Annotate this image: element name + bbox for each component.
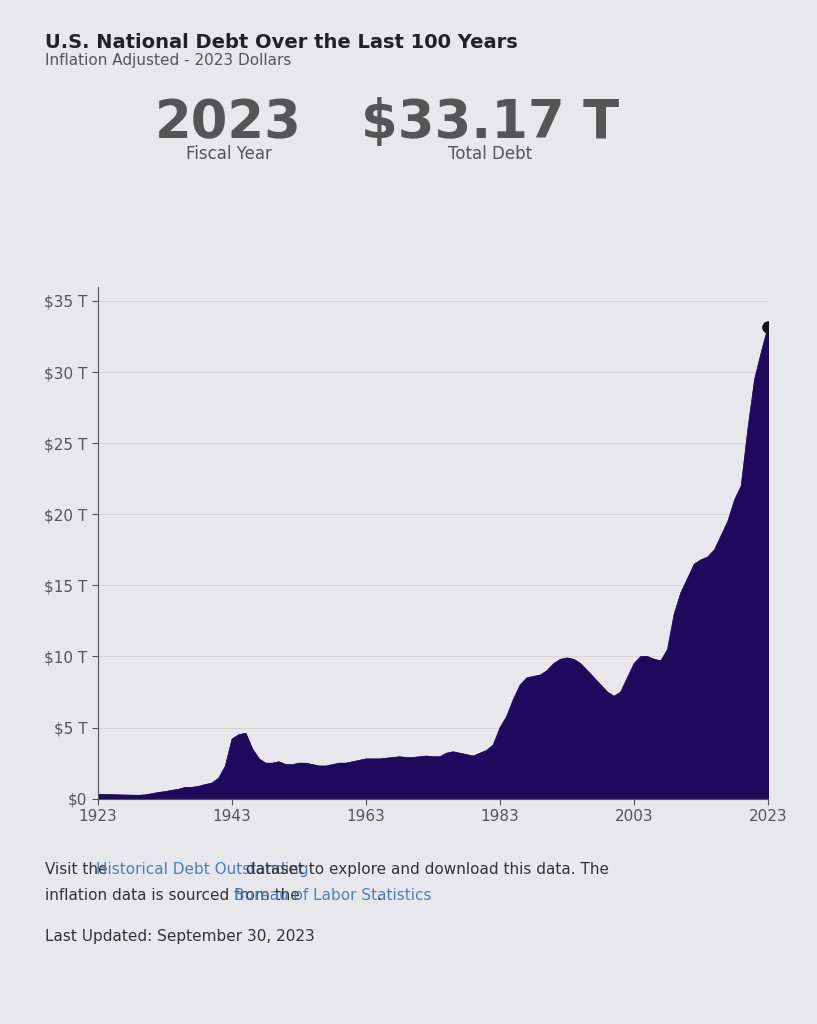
Text: $33.17 T: $33.17 T	[361, 97, 619, 150]
Text: Last Updated: September 30, 2023: Last Updated: September 30, 2023	[45, 929, 315, 944]
Text: Historical Debt Outstanding: Historical Debt Outstanding	[96, 862, 308, 878]
Text: U.S. National Debt Over the Last 100 Years: U.S. National Debt Over the Last 100 Yea…	[45, 33, 518, 52]
Text: Fiscal Year: Fiscal Year	[185, 145, 272, 164]
Text: 2023: 2023	[155, 97, 302, 150]
Text: Bureau of Labor Statistics: Bureau of Labor Statistics	[234, 888, 431, 903]
Text: Visit the: Visit the	[45, 862, 112, 878]
Text: inflation data is sourced from the: inflation data is sourced from the	[45, 888, 305, 903]
Text: Total Debt: Total Debt	[449, 145, 532, 164]
Text: .: .	[377, 888, 382, 903]
Text: dataset to explore and download this data. The: dataset to explore and download this dat…	[241, 862, 609, 878]
Text: Inflation Adjusted - 2023 Dollars: Inflation Adjusted - 2023 Dollars	[45, 53, 292, 69]
